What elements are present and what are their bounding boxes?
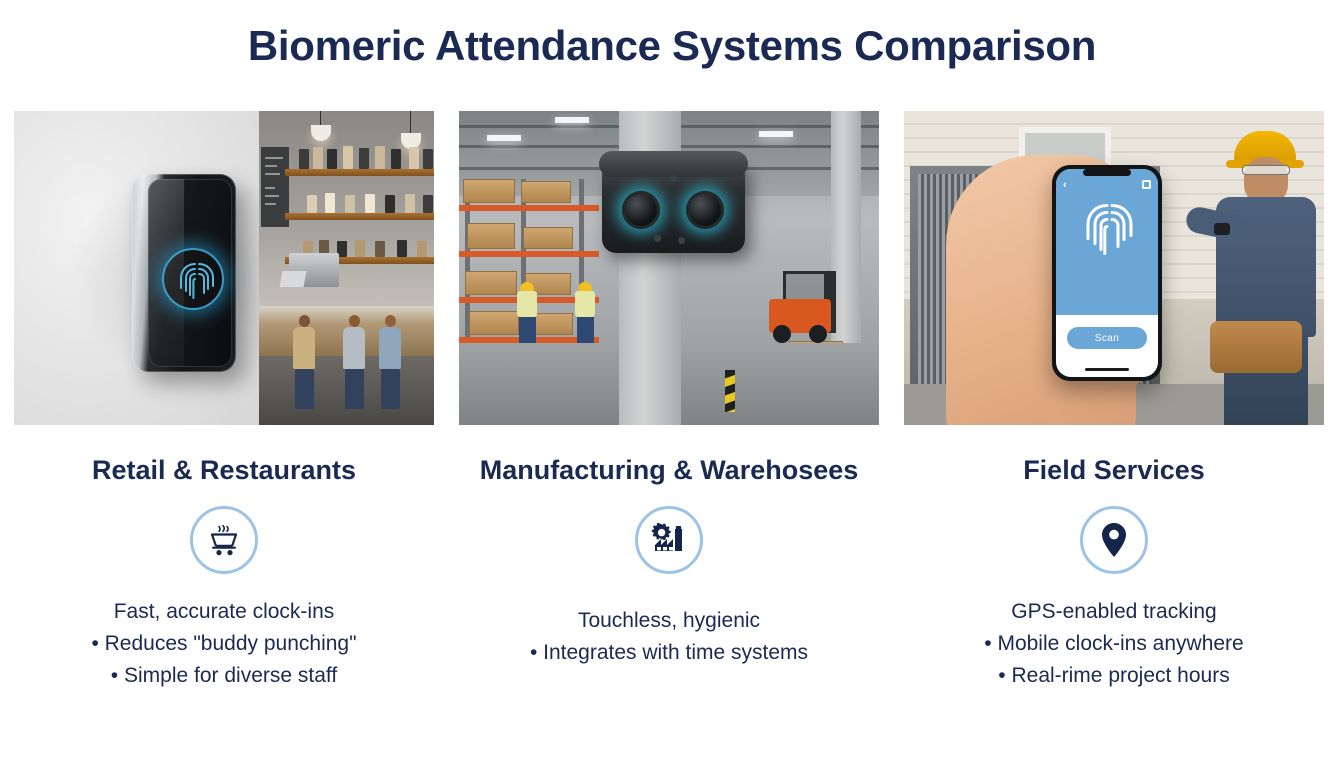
camera-lens <box>622 191 660 229</box>
photo-manufacturing-warehouses <box>459 111 879 425</box>
product-jar <box>355 240 365 257</box>
product-jar <box>359 148 369 169</box>
product-jar <box>391 149 401 169</box>
smartphone: ‹ <box>1052 165 1162 381</box>
shelf <box>285 213 434 220</box>
photo-field-services: ‹ <box>904 111 1324 425</box>
product-jar <box>375 241 385 257</box>
camera-hood <box>599 151 748 177</box>
product-jar <box>417 241 427 257</box>
shelf <box>285 257 434 264</box>
warehouse-scene <box>459 111 879 425</box>
page-title: Biomeric Attendance Systems Comparison <box>247 22 1097 69</box>
column-retail-restaurants: Retail & Restaurants Fast, accurate cloc… <box>14 111 434 692</box>
safety-bollard <box>725 370 735 413</box>
safety-glasses <box>1242 165 1290 175</box>
pendant-lamp <box>401 111 421 149</box>
column-heading-manufacturing: Manufacturing & Warehosees <box>479 455 859 485</box>
product-jar <box>307 195 317 213</box>
product-jar <box>337 241 347 257</box>
column-heading-field-services: Field Services <box>1023 455 1205 485</box>
product-jar <box>327 149 337 169</box>
camera-lens <box>686 191 724 229</box>
product-jar <box>365 194 375 213</box>
list-item: • Mobile clock-ins anywhere <box>984 631 1244 655</box>
fingerprint-icon <box>1080 200 1134 267</box>
scanner-wall-scene <box>14 111 259 425</box>
product-jar <box>385 195 395 213</box>
list-item: • Real-rime project hours <box>998 663 1230 687</box>
list-item: GPS-enabled tracking <box>1011 600 1217 623</box>
warehouse-worker <box>517 282 537 344</box>
scan-panel: ‹ <box>1056 169 1158 315</box>
shelf <box>285 169 434 176</box>
product-jar <box>343 146 353 169</box>
menu-icon[interactable] <box>1142 180 1151 189</box>
pendant-lamp <box>311 111 331 141</box>
tool-belt <box>1210 321 1302 373</box>
phone-notch <box>1083 169 1131 176</box>
customer <box>293 315 315 410</box>
hvac-technician <box>1183 125 1320 425</box>
product-jar <box>299 149 309 169</box>
bullet-list-manufacturing: Touchless, hygienic • Integrates with ti… <box>530 605 808 669</box>
counter-laptop <box>279 271 307 287</box>
dual-lens-face-camera <box>599 151 748 253</box>
list-item: • Simple for diverse staff <box>110 663 338 687</box>
home-indicator <box>1085 368 1129 371</box>
product-jar <box>405 194 415 213</box>
bullet-list-retail: Fast, accurate clock-ins • Reduces "budd… <box>91 596 356 692</box>
product-jar <box>303 241 313 257</box>
fingerprint-icon <box>162 247 224 310</box>
menu-board <box>261 147 289 227</box>
scan-button[interactable]: Scan <box>1067 327 1147 350</box>
list-item: Fast, accurate clock-ins <box>113 600 335 623</box>
customer <box>379 315 401 410</box>
back-chevron-icon[interactable]: ‹ <box>1063 179 1067 191</box>
warehouse-pillar <box>831 111 861 344</box>
list-item: • Integrates with time systems <box>529 640 809 664</box>
product-jar <box>409 147 419 169</box>
fingerprint-wall-scanner <box>132 174 236 372</box>
map-pin-icon <box>1080 506 1148 574</box>
product-jar <box>313 147 323 169</box>
list-item: Touchless, hygienic <box>577 609 761 632</box>
column-manufacturing-warehouses: Manufacturing & Warehosees Touchless, hy… <box>459 111 879 692</box>
product-jar <box>375 146 385 169</box>
list-item: • Reduces "buddy punching" <box>91 631 357 655</box>
screen-glare <box>148 179 184 367</box>
product-jar <box>423 149 433 169</box>
forklift <box>769 265 857 344</box>
factory-gear-icon <box>635 506 703 574</box>
product-jar <box>423 195 433 213</box>
photo-retail-restaurants <box>14 111 434 425</box>
column-field-services: ‹ <box>904 111 1324 692</box>
comparison-columns: Retail & Restaurants Fast, accurate cloc… <box>14 111 1324 692</box>
bullet-list-field-services: GPS-enabled tracking • Mobile clock-ins … <box>984 596 1243 692</box>
customer <box>343 315 365 410</box>
cafe-counter-scene <box>259 111 434 425</box>
phone-screen: ‹ <box>1056 169 1158 377</box>
product-jar <box>325 193 335 213</box>
field-service-scene: ‹ <box>904 111 1324 425</box>
column-heading-retail: Retail & Restaurants <box>91 455 357 485</box>
product-jar <box>397 240 407 257</box>
wrist-watch <box>1214 223 1230 235</box>
warehouse-worker <box>575 282 595 344</box>
shopping-cart-icon <box>190 506 258 574</box>
product-jar <box>345 195 355 213</box>
product-jar <box>319 240 329 257</box>
